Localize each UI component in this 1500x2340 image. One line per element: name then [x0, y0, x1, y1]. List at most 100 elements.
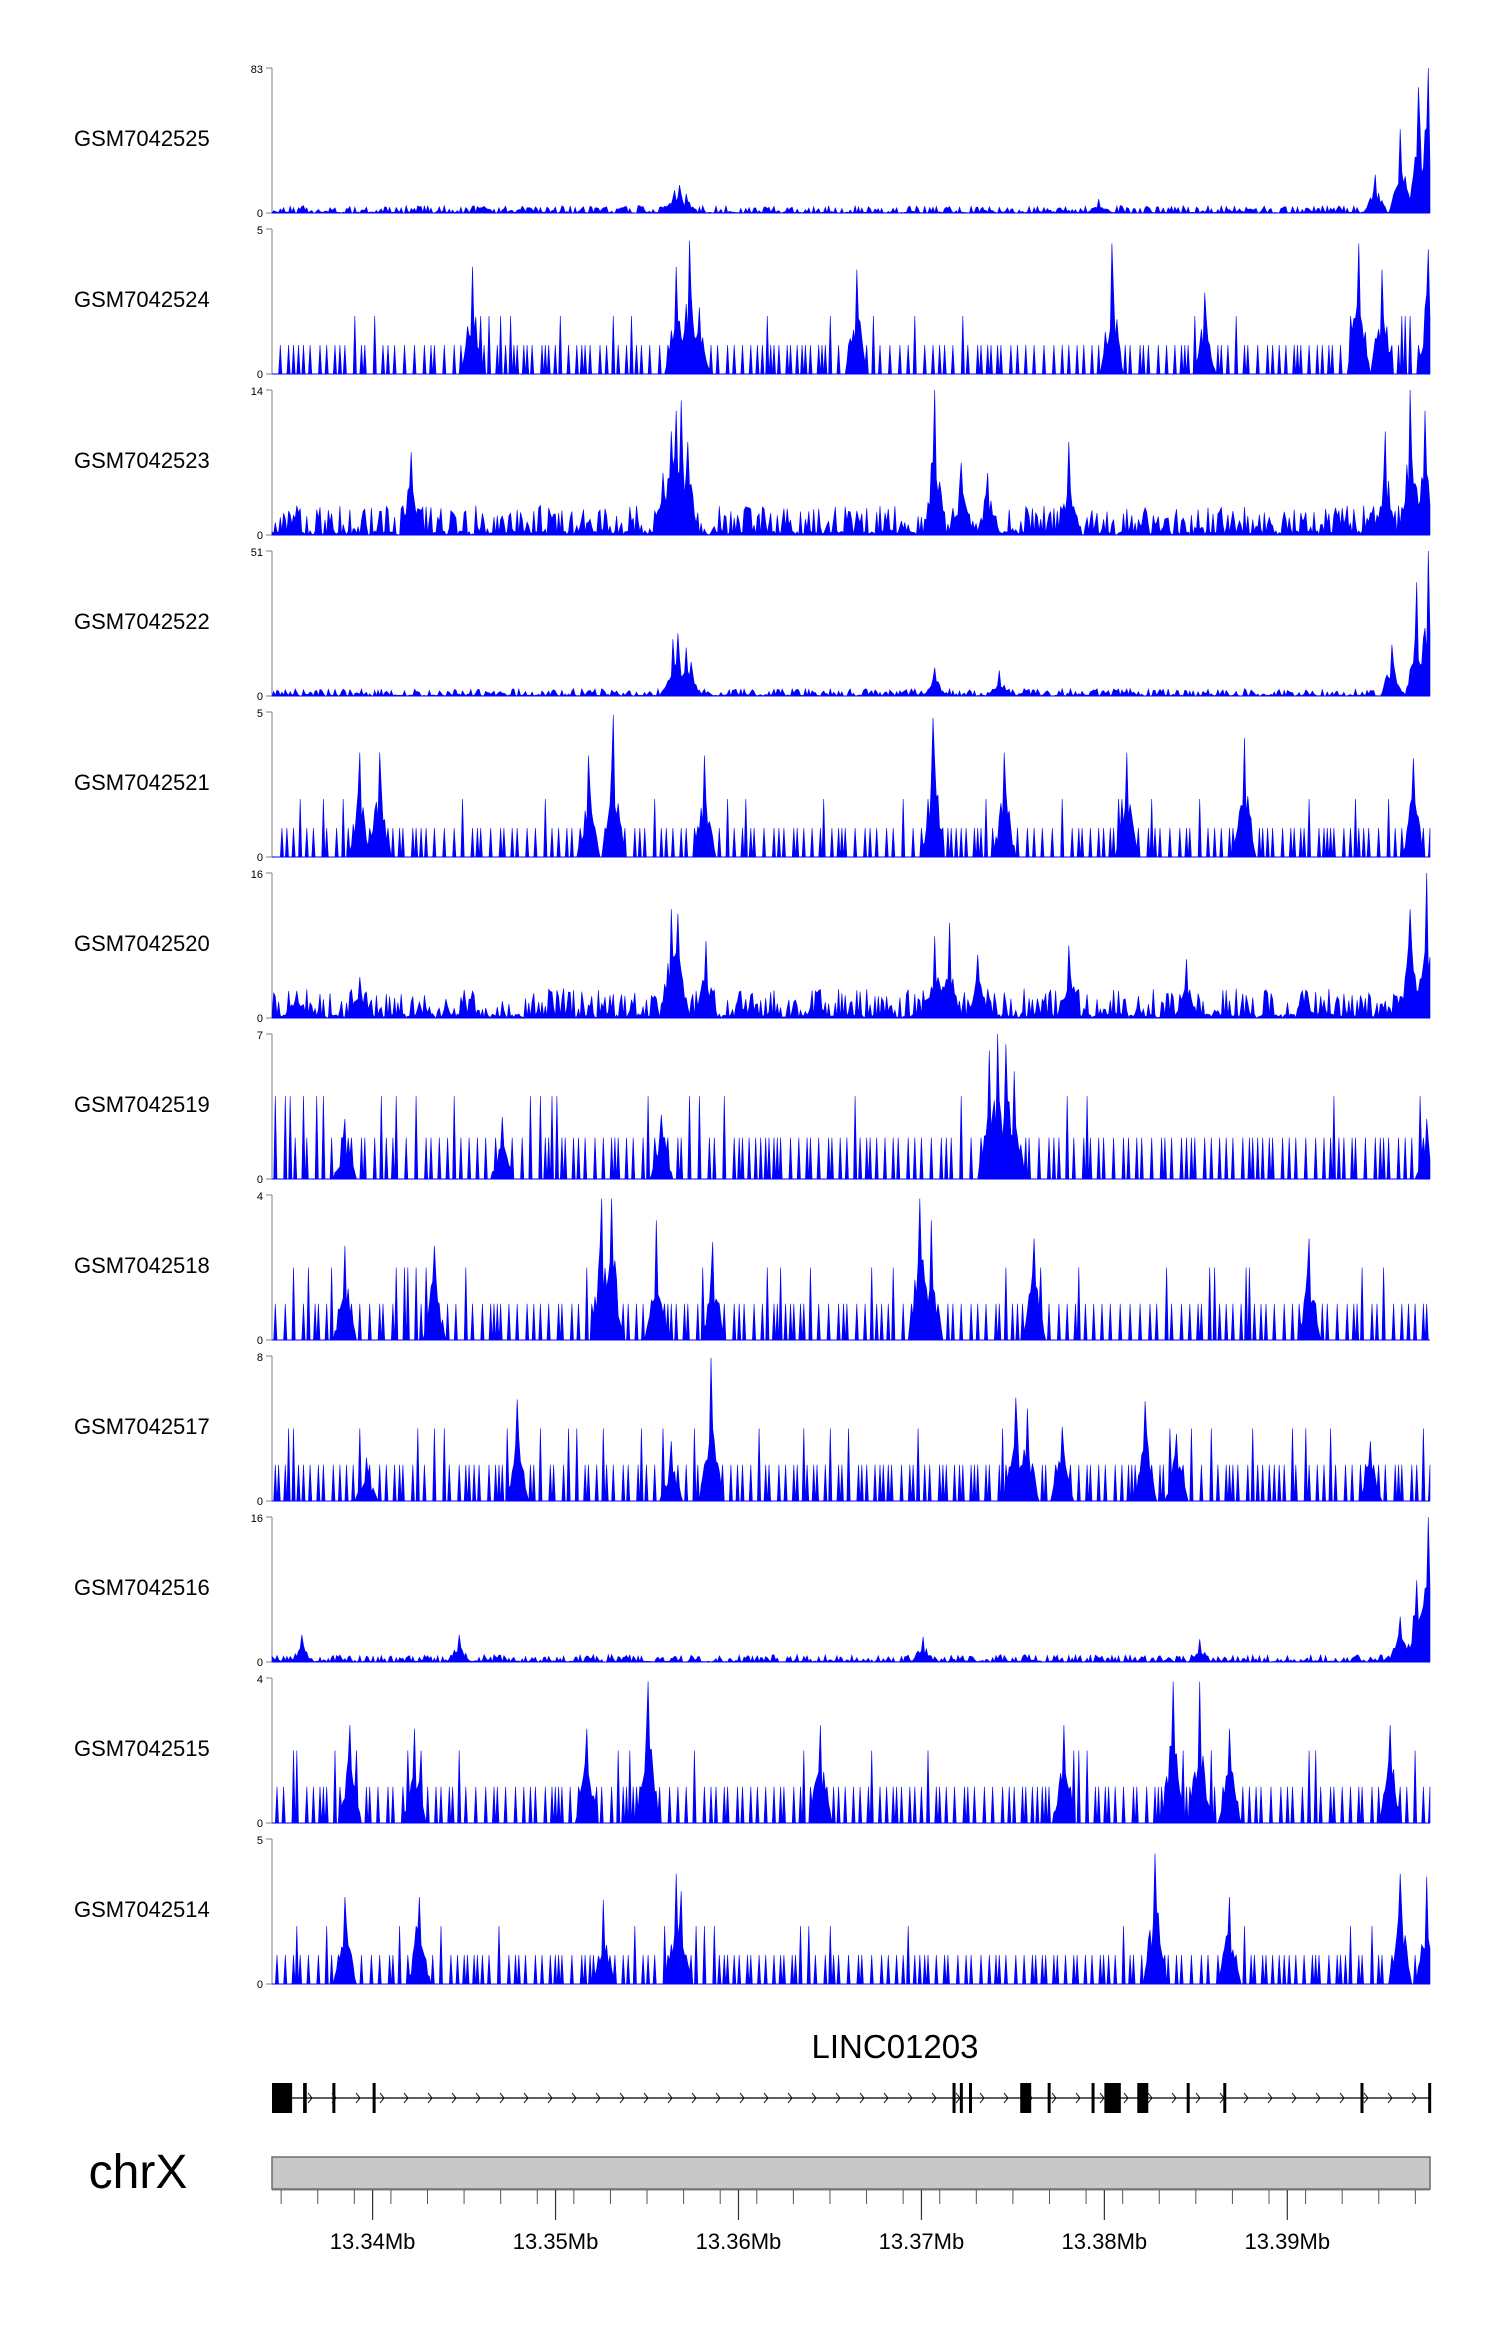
- gene-exon: [332, 2083, 336, 2113]
- axis-tick-label: 13.34Mb: [330, 2229, 416, 2254]
- gene-exon: [1137, 2083, 1149, 2113]
- strand-arrow: [1147, 2092, 1153, 2104]
- gene-exon: [1091, 2083, 1095, 2113]
- strand-arrow: [595, 2092, 601, 2104]
- strand-arrow: [811, 2092, 817, 2104]
- gene-exon: [272, 2083, 293, 2113]
- axis-tick-label: 13.39Mb: [1244, 2229, 1330, 2254]
- strand-arrow: [787, 2092, 793, 2104]
- gene-exon: [1360, 2083, 1364, 2113]
- coverage-area: [272, 1681, 1431, 1824]
- track-ymax-label: 16: [251, 869, 263, 881]
- track-ymax-label: 14: [251, 386, 263, 398]
- strand-arrow: [979, 2092, 985, 2104]
- track-ymin-label: 0: [257, 852, 263, 864]
- strand-arrow: [1171, 2092, 1177, 2104]
- strand-arrow: [1003, 2092, 1009, 2104]
- axis-tick-label: 13.35Mb: [513, 2229, 599, 2254]
- coverage-track: GSM7042520 16 0: [74, 869, 1431, 1025]
- coverage-track: GSM7042522 51 0: [74, 547, 1431, 703]
- track-label: GSM7042523: [74, 448, 210, 473]
- strand-arrow: [763, 2092, 769, 2104]
- coverage-track: GSM7042517 8 0: [74, 1352, 1431, 1508]
- gene-exon: [1428, 2083, 1432, 2113]
- coverage-track: GSM7042524 5 0: [74, 225, 1431, 381]
- strand-arrow: [1195, 2092, 1201, 2104]
- strand-arrow: [355, 2092, 361, 2104]
- track-ymax-label: 7: [257, 1030, 263, 1042]
- coverage-track: GSM7042515 4 0: [74, 1674, 1431, 1830]
- coverage-track: GSM7042514 5 0: [74, 1835, 1431, 1991]
- track-ymin-label: 0: [257, 1657, 263, 1669]
- track-label: GSM7042518: [74, 1253, 210, 1278]
- track-ymax-label: 8: [257, 1352, 263, 1364]
- strand-arrow: [667, 2092, 673, 2104]
- track-ymin-label: 0: [257, 1979, 263, 1991]
- track-label: GSM7042519: [74, 1092, 210, 1117]
- strand-arrow: [403, 2092, 409, 2104]
- strand-arrow: [1291, 2092, 1297, 2104]
- coverage-area: [272, 1853, 1431, 1985]
- strand-arrow: [451, 2092, 457, 2104]
- coverage-area: [271, 1516, 1431, 1664]
- gene-track: LINC01203: [272, 2028, 1432, 2113]
- strand-arrow: [619, 2092, 625, 2104]
- track-ymin-label: 0: [257, 1335, 263, 1347]
- coverage-area: [272, 1198, 1430, 1341]
- strand-arrow: [1051, 2092, 1057, 2104]
- strand-arrow: [859, 2092, 865, 2104]
- track-ymax-label: 16: [251, 1513, 263, 1525]
- chromosome-band: [271, 2156, 1431, 2190]
- track-ymax-label: 5: [257, 225, 263, 237]
- track-label: GSM7042514: [74, 1897, 210, 1922]
- strand-arrow: [307, 2092, 313, 2104]
- track-label: GSM7042522: [74, 609, 210, 634]
- gene-exon: [968, 2083, 972, 2113]
- strand-arrow: [739, 2092, 745, 2104]
- gene-exon: [1104, 2083, 1121, 2113]
- strand-arrow: [883, 2092, 889, 2104]
- strand-arrow: [1123, 2092, 1129, 2104]
- coverage-area: [272, 1357, 1431, 1502]
- coverage-track: GSM7042518 4 0: [74, 1191, 1430, 1347]
- gene-name-label: LINC01203: [812, 2028, 979, 2065]
- track-label: GSM7042520: [74, 931, 210, 956]
- genome-axis: 13.34Mb 13.35Mb 13.36Mb 13.37Mb 13.38Mb 13.39…: [272, 2189, 1430, 2254]
- coverage-area: [272, 1033, 1431, 1180]
- strand-arrow: [835, 2092, 841, 2104]
- track-label: GSM7042524: [74, 287, 210, 312]
- coverage-track: GSM7042521 5 0: [74, 708, 1431, 864]
- strand-arrow: [475, 2092, 481, 2104]
- track-label: GSM7042515: [74, 1736, 210, 1761]
- coverage-tracks: GSM7042525830GSM704252450GSM7042523140GS…: [74, 64, 1431, 1991]
- track-ymax-label: 5: [257, 1835, 263, 1847]
- track-ymax-label: 4: [257, 1191, 263, 1203]
- chromosome-label: chrX: [89, 2146, 188, 2199]
- track-ymin-label: 0: [257, 691, 263, 703]
- coverage-area: [272, 714, 1431, 858]
- coverage-area: [272, 240, 1431, 375]
- gene-exon: [1047, 2083, 1051, 2113]
- gene-exon: [1020, 2083, 1032, 2113]
- track-ymin-label: 0: [257, 369, 263, 381]
- strand-arrow: [1363, 2092, 1369, 2104]
- strand-arrow: [1387, 2092, 1393, 2104]
- strand-arrow: [1099, 2092, 1105, 2104]
- axis-tick-label: 13.37Mb: [879, 2229, 965, 2254]
- strand-arrow: [643, 2092, 649, 2104]
- track-label: GSM7042517: [74, 1414, 210, 1439]
- track-ymax-label: 5: [257, 708, 263, 720]
- strand-arrow: [931, 2092, 937, 2104]
- strand-arrow: [547, 2092, 553, 2104]
- strand-arrow: [1267, 2092, 1273, 2104]
- gene-exon: [372, 2083, 376, 2113]
- track-label: GSM7042516: [74, 1575, 210, 1600]
- gene-exon: [1186, 2083, 1190, 2113]
- strand-arrow: [427, 2092, 433, 2104]
- coverage-track: GSM7042519 7 0: [74, 1030, 1431, 1186]
- gene-exon: [303, 2083, 307, 2113]
- track-ymin-label: 0: [257, 208, 263, 220]
- coverage-track: GSM7042525 83 0: [74, 64, 1431, 220]
- strand-arrow: [1315, 2092, 1321, 2104]
- track-ymin-label: 0: [257, 530, 263, 542]
